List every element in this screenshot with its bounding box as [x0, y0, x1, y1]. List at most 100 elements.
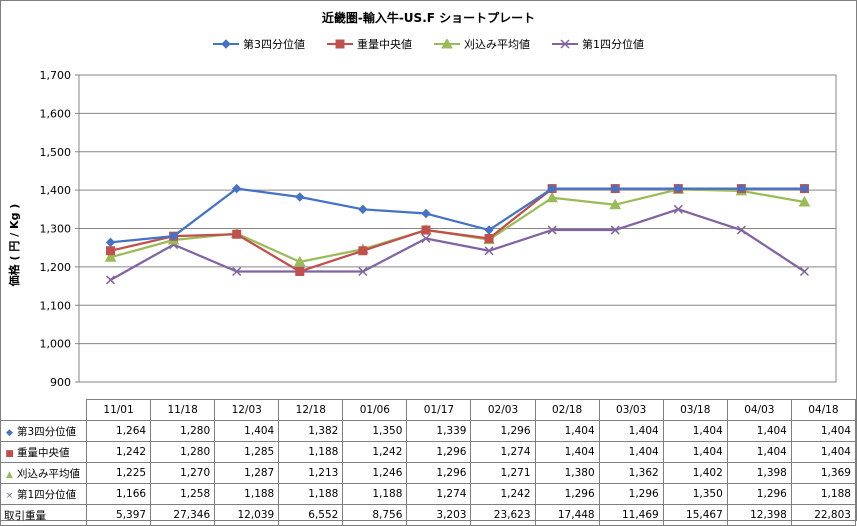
y-tick-label: 1,500 — [40, 146, 72, 159]
x-tick-label: 02/18 — [534, 399, 600, 421]
legend-key-icon: ▲ — [6, 469, 13, 480]
table-cell: 1,404 — [790, 420, 856, 442]
table-cell: 23,623 — [470, 504, 536, 526]
y-tick-label: 1,400 — [40, 184, 72, 197]
legend-item: 刈込み平均値 — [434, 36, 530, 52]
table-cell: 1,188 — [278, 441, 344, 463]
x-tick-label: 04/18 — [790, 399, 856, 421]
x-tick-label: 03/03 — [598, 399, 664, 421]
series-line-刈込み平均値 — [110, 188, 805, 264]
series-line-第1四分位値 — [109, 208, 806, 281]
data-point-第3四分位値 — [799, 183, 810, 194]
table-row-label: ■ 重量中央値 — [0, 441, 87, 463]
data-point-刈込み平均値 — [293, 255, 306, 267]
data-point-重量中央値 — [106, 246, 116, 256]
table-cell: 11,469 — [598, 504, 664, 526]
data-point-第3四分位値 — [547, 183, 557, 194]
table-row-label: ◆ 第3四分位値 — [0, 420, 87, 442]
table-cell: 15,467 — [662, 504, 728, 526]
data-point-第1四分位値 — [610, 225, 620, 235]
data-point-第3四分位値 — [736, 183, 747, 194]
y-tick-label: 1,000 — [40, 338, 72, 351]
data-point-第3四分位値 — [673, 183, 683, 194]
legend-label: 第3四分位値 — [243, 38, 305, 51]
x-tick-label: 01/06 — [342, 399, 408, 421]
legend-key-icon: ◆ — [6, 427, 13, 438]
data-table: 11/01 11/18 12/03 12/18 01/06 01/17 02/03 02/18… — [0, 399, 856, 526]
table-cell: 1,404 — [534, 441, 600, 463]
table-cell: 1,404 — [662, 441, 728, 463]
table-cell: 1,296 — [470, 420, 536, 442]
legend-label: 第1四分位値 — [582, 38, 644, 51]
y-tick-label: 1,600 — [40, 107, 72, 120]
data-point-重量中央値 — [484, 233, 494, 243]
table-cell: 1,188 — [790, 483, 856, 505]
table-cell: 1,274 — [470, 441, 536, 463]
data-point-刈込み平均値 — [798, 195, 811, 207]
table-cell: 1,258 — [150, 483, 216, 505]
x-tick-label: 12/03 — [214, 399, 280, 421]
data-point-第1四分位値 — [673, 204, 683, 214]
table-cell: 1,404 — [790, 441, 856, 463]
table-cell: 1,404 — [214, 420, 280, 442]
table-row: ◆ 第3四分位値 1,264 1,280 1,404 1,382 1,350 1,339 1,2… — [0, 420, 856, 442]
table-cell: 1,382 — [278, 420, 344, 442]
table-cell: 12,039 — [214, 504, 280, 526]
table-cell: 1,246 — [342, 462, 408, 484]
legend-marker-icon — [213, 39, 239, 49]
legend-marker-icon — [434, 39, 460, 49]
legend-item: 第3四分位値 — [213, 36, 305, 52]
x-tick-label: 12/18 — [278, 399, 344, 421]
table-cell: 1,350 — [342, 420, 408, 442]
legend: 第3四分位値 重量中央値 刈込み平均値 第1四分位値 — [0, 36, 857, 52]
data-point-重量中央値 — [232, 229, 242, 239]
table-cell: 1,350 — [662, 483, 728, 505]
table-cell: 1,404 — [662, 420, 728, 442]
chart-title: 近畿圏-輸入牛-US.F ショートプレート — [321, 11, 536, 25]
table-cell: 1,369 — [790, 462, 856, 484]
table-corner — [0, 399, 87, 421]
data-point-第3四分位値 — [610, 183, 620, 194]
table-cell: 1,404 — [598, 441, 664, 463]
table-cell: 1,398 — [726, 462, 792, 484]
table-cell: 1,380 — [534, 462, 600, 484]
table-row: ■ 重量中央値 1,242 1,280 1,285 1,188 1,242 1,296 1,27… — [0, 441, 856, 463]
y-tick-label: 1,200 — [40, 261, 72, 274]
data-point-重量中央値 — [358, 246, 368, 256]
data-point-第3四分位値 — [232, 183, 242, 194]
y-tick-label: 1,300 — [40, 223, 72, 236]
table-cell: 1,296 — [406, 462, 472, 484]
legend-marker-icon — [327, 39, 353, 49]
table-cell: 1,188 — [278, 483, 344, 505]
table-cell: 1,296 — [406, 441, 472, 463]
data-point-第1四分位値 — [736, 225, 746, 235]
table-cell: 1,188 — [342, 483, 408, 505]
table-cell: 1,225 — [85, 462, 152, 484]
y-tick-label: 900 — [50, 376, 71, 389]
table-cell: 1,404 — [726, 420, 792, 442]
table-row: × 第1四分位値 1,166 1,258 1,188 1,188 1,188 1,274 1,2… — [0, 483, 856, 505]
x-tick-label: 01/17 — [406, 399, 472, 421]
data-point-第3四分位値 — [168, 231, 179, 241]
table-cell: 27,346 — [150, 504, 216, 526]
legend-key-icon: ■ — [5, 448, 14, 459]
table-cell: 6,552 — [278, 504, 344, 526]
table-cell: 1,264 — [85, 420, 152, 442]
table-cell: 1,166 — [85, 483, 152, 505]
legend-key-icon: × — [5, 490, 14, 501]
plot-area: 900 1,000 1,100 1,200 1,300 1,400 1,500 1,600 1,… — [40, 69, 837, 389]
legend-label: 重量中央値 — [357, 38, 412, 51]
table-cell: 1,213 — [278, 462, 344, 484]
table-cell: 1,242 — [342, 441, 408, 463]
table-row: 取引重量 5,397 27,346 12,039 6,552 8,756 3,203 23,6… — [0, 504, 856, 526]
table-cell: 1,285 — [214, 441, 280, 463]
table-cell: 1,287 — [214, 462, 280, 484]
table-cell: 17,448 — [534, 504, 600, 526]
table-cell: 1,339 — [406, 420, 472, 442]
table-row-label: ▲ 刈込み平均値 — [0, 462, 87, 484]
legend-marker-icon — [552, 39, 578, 49]
table-cell: 1,296 — [534, 483, 600, 505]
data-point-第1四分位値 — [106, 275, 116, 285]
data-point-第3四分位値 — [295, 192, 305, 202]
table-cell: 1,188 — [214, 483, 280, 505]
